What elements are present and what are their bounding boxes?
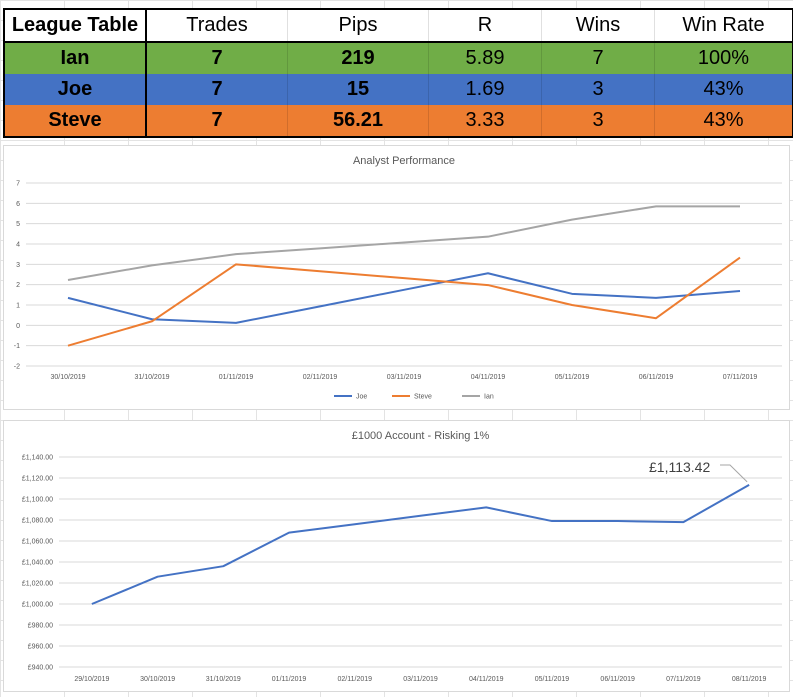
y-tick-label: 2 <box>16 282 20 289</box>
x-tick-label: 29/10/2019 <box>74 676 109 683</box>
chart-legend: Joe Steve Ian <box>334 394 494 401</box>
win-rate-cell: 100% <box>654 42 793 74</box>
y-tick-label: 6 <box>16 201 20 208</box>
x-tick-label: 31/10/2019 <box>206 676 241 683</box>
y-tick-label: 0 <box>16 323 20 330</box>
y-tick-label: £1,120.00 <box>22 476 53 483</box>
league-row: Ian 7 219 5.89 7 100% <box>4 42 793 74</box>
y-tick-label: -2 <box>14 364 20 371</box>
y-tick-label: £1,000.00 <box>22 602 53 609</box>
y-tick-label: £1,140.00 <box>22 455 53 462</box>
y-tick-label: £1,040.00 <box>22 560 53 567</box>
y-tick-label: £980.00 <box>28 623 53 630</box>
x-tick-label: 30/10/2019 <box>140 676 175 683</box>
x-tick-label: 07/11/2019 <box>723 374 758 381</box>
legend-label: Joe <box>356 394 367 401</box>
x-tick-label: 31/10/2019 <box>134 374 169 381</box>
analyst-name-cell: Steve <box>4 105 147 137</box>
y-tick-label: 1 <box>16 303 20 310</box>
analyst-name-cell: Joe <box>4 74 147 105</box>
series-line-steve <box>67 256 741 347</box>
x-tick-label: 06/11/2019 <box>600 676 635 683</box>
x-tick-label: 07/11/2019 <box>666 676 701 683</box>
x-tick-label: 01/11/2019 <box>272 676 307 683</box>
x-tick-label: 05/11/2019 <box>555 374 590 381</box>
win-rate-header: Win Rate <box>654 9 793 43</box>
x-tick-label: 02/11/2019 <box>303 374 338 381</box>
analyst-performance-svg: Analyst Performance -2 -1 0 1 2 3 4 5 6 7 30/10/201… <box>14 155 782 401</box>
account-svg: £1000 Account - Risking 1% £940.00 £960.00… <box>22 430 782 683</box>
series-line-joe <box>67 272 741 324</box>
y-tick-label: -1 <box>14 343 20 350</box>
league-table: League Table Trades Pips R Wins Win Rate Ian 7 2… <box>3 8 793 138</box>
win-rate-cell: 43% <box>654 74 793 105</box>
y-tick-label: 5 <box>16 221 20 228</box>
chart-title: £1000 Account - Risking 1% <box>352 430 490 442</box>
x-tick-label: 30/10/2019 <box>50 374 85 381</box>
r-header: R <box>428 9 542 43</box>
trades-cell: 7 <box>145 74 288 105</box>
league-row: Steve 7 56.21 3.33 3 43% <box>4 105 793 137</box>
trades-cell: 7 <box>145 105 288 137</box>
y-tick-label: £940.00 <box>28 665 53 672</box>
pips-cell: 56.21 <box>287 105 429 137</box>
wins-header: Wins <box>541 9 655 43</box>
chart-title: Analyst Performance <box>353 155 455 167</box>
y-tick-label: £1,020.00 <box>22 581 53 588</box>
y-tick-label: £960.00 <box>28 644 53 651</box>
x-tick-label: 04/11/2019 <box>471 374 506 381</box>
r-cell: 1.69 <box>428 74 542 105</box>
pips-cell: 15 <box>287 74 429 105</box>
y-tick-label: 3 <box>16 262 20 269</box>
wins-cell: 3 <box>541 105 655 137</box>
r-cell: 3.33 <box>428 105 542 137</box>
x-tick-label: 06/11/2019 <box>639 374 674 381</box>
x-tick-label: 08/11/2019 <box>732 676 767 683</box>
value-annotation: £1,113.42 <box>649 459 710 475</box>
account-chart: £1000 Account - Risking 1% £940.00 £960.00… <box>3 420 790 692</box>
trades-header: Trades <box>145 9 288 43</box>
analyst-performance-chart: Analyst Performance -2 -1 0 1 2 3 4 5 6 7 30/10/201… <box>3 145 790 410</box>
league-table-header: League Table <box>4 9 147 43</box>
win-rate-cell: 43% <box>654 105 793 137</box>
pips-cell: 219 <box>287 42 429 74</box>
annotation-leader <box>720 464 748 483</box>
league-header-row: League Table Trades Pips R Wins Win Rate <box>4 9 793 43</box>
series-line-ian <box>67 205 740 281</box>
pips-header: Pips <box>287 9 429 43</box>
x-tick-label: 05/11/2019 <box>535 676 570 683</box>
y-tick-label: £1,080.00 <box>22 518 53 525</box>
wins-cell: 7 <box>541 42 655 74</box>
league-row: Joe 7 15 1.69 3 43% <box>4 74 793 105</box>
x-tick-label: 01/11/2019 <box>219 374 254 381</box>
y-tick-label: £1,060.00 <box>22 539 53 546</box>
legend-label: Steve <box>414 394 432 401</box>
y-tick-label: 4 <box>16 242 20 249</box>
wins-cell: 3 <box>541 74 655 105</box>
x-tick-label: 03/11/2019 <box>403 676 438 683</box>
analyst-name-cell: Ian <box>4 42 147 74</box>
x-tick-label: 02/11/2019 <box>338 676 373 683</box>
y-tick-label: 7 <box>16 181 20 188</box>
x-tick-label: 04/11/2019 <box>469 676 504 683</box>
trades-cell: 7 <box>145 42 288 74</box>
series-line-account <box>91 484 750 605</box>
legend-label: Ian <box>484 394 494 401</box>
r-cell: 5.89 <box>428 42 542 74</box>
x-tick-label: 03/11/2019 <box>387 374 422 381</box>
y-tick-label: £1,100.00 <box>22 497 53 504</box>
